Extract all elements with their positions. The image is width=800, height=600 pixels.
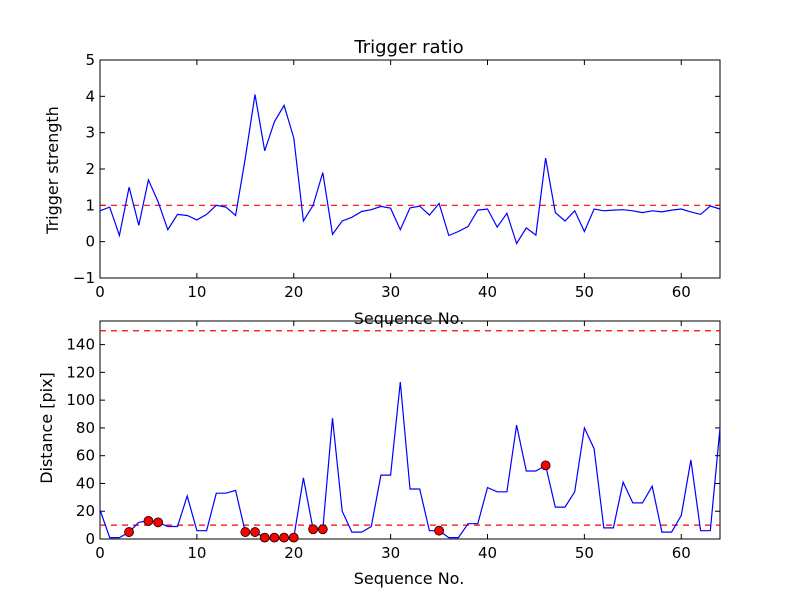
top-xtick-label: 20 [284,283,303,301]
bot-xtick-label: 0 [95,544,105,562]
top-xtick-label: 30 [381,283,400,301]
bot-xtick-label: 20 [284,544,303,562]
top-series-line [99,94,721,245]
bot-ytick-label: 80 [76,419,95,437]
bottom-marker-point [317,524,328,535]
top-ytick-label: 2 [85,160,95,178]
top-ytick-label: 1 [85,196,95,214]
bot-ytick-label: 60 [76,447,95,465]
top-xtick-label: 40 [478,283,497,301]
bottom-ylabel: Distance [pix] [37,372,56,484]
bottom-xlabel: Sequence No. [354,569,465,588]
bottom-marker-point [434,525,444,536]
top-ytick-label: −1 [73,269,95,287]
bottom-marker-point [124,527,134,537]
bottom-marker-point [308,524,319,535]
top-ylabel: Trigger strength [43,106,62,235]
bottom-marker-point [288,532,299,543]
top-title: Trigger ratio [353,37,463,58]
top-ytick-label: 4 [85,87,95,105]
bottom-series-line [99,382,721,539]
bottom-marker-point [259,532,270,543]
top-ytick-label: 0 [85,233,95,251]
bot-ytick-label: 40 [76,474,95,492]
bottom-markers [124,460,551,543]
bottom-marker-point [250,527,260,537]
bot-ytick-label: 0 [85,530,95,548]
bottom-marker-point [279,532,289,543]
bot-xtick-label: 30 [381,544,400,562]
bot-xtick-label: 40 [478,544,497,562]
bot-ytick-label: 120 [66,363,95,381]
bot-ytick-label: 20 [76,502,95,520]
bot-ytick-label: 100 [66,391,95,409]
bottom-marker-point [540,460,551,471]
top-xtick-label: 50 [575,283,594,301]
top-xlabel: Sequence No. [354,309,465,328]
bottom-marker-point [143,516,154,526]
distance-panel: 0 10 20 30 40 50 60 0 20 40 60 80 100 120 140 Sequence… [37,320,721,588]
bottom-marker-point [153,517,164,528]
bot-xtick-label: 50 [575,544,594,562]
top-ytick-label: 5 [85,51,95,69]
top-xtick-label: 60 [672,283,691,301]
top-xtick-label: 0 [95,283,105,301]
top-xtick-label: 10 [187,283,206,301]
bottom-marker-point [269,532,280,543]
top-ytick-label: 3 [85,124,95,142]
bot-xtick-label: 10 [187,544,206,562]
bot-xtick-label: 60 [672,544,691,562]
bot-ytick-label: 140 [66,336,95,354]
bottom-marker-point [240,527,251,537]
bottom-ticks: 0 10 20 30 40 50 60 0 20 40 60 80 100 120 140 [66,321,720,562]
